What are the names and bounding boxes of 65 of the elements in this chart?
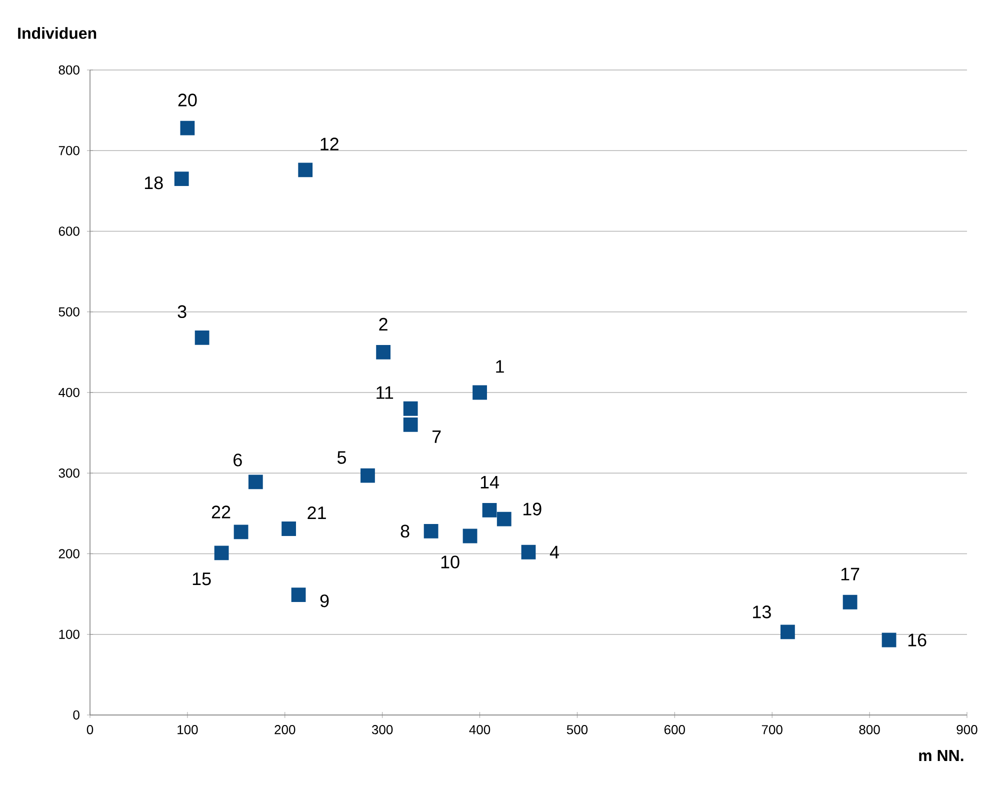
x-axis-title: m NN. — [919, 750, 964, 762]
point — [360, 468, 375, 483]
point — [194, 330, 210, 345]
annotation: 5 — [337, 451, 346, 464]
point — [882, 632, 896, 648]
x-tick-label: 300 — [372, 725, 393, 734]
annotation: 10 — [441, 556, 460, 568]
y-tick-label: 700 — [58, 146, 80, 156]
y-tick-label: 400 — [58, 388, 80, 398]
y-tick-label: 600 — [58, 226, 80, 236]
annotation: 19 — [524, 502, 542, 516]
x-tick-label: 800 — [859, 725, 880, 734]
point — [521, 544, 536, 560]
y-tick-label: 500 — [58, 307, 80, 316]
x-tick-label: 900 — [956, 725, 978, 734]
y-tick-label: 800 — [58, 65, 80, 75]
annotation: 11 — [376, 386, 394, 399]
point — [462, 528, 478, 544]
x-tick-label: 600 — [664, 725, 685, 734]
annotation: 3 — [178, 305, 186, 318]
annotation: 17 — [841, 568, 860, 580]
annotation: 18 — [144, 176, 163, 190]
annotation: 20 — [178, 94, 197, 106]
y-axis-title: Individuen — [18, 27, 96, 39]
annotation: 4 — [550, 546, 559, 558]
annotation: 7 — [432, 430, 441, 443]
x-tick-label: 100 — [178, 725, 198, 734]
annotation: 22 — [212, 506, 230, 518]
point — [291, 588, 306, 602]
point — [180, 120, 195, 136]
annotation: 12 — [320, 138, 338, 150]
point — [403, 418, 418, 432]
point — [214, 546, 229, 560]
point — [248, 474, 263, 490]
point — [298, 162, 313, 178]
point — [496, 512, 512, 526]
x-tick-label: 700 — [762, 725, 782, 734]
annotation: 2 — [379, 318, 388, 330]
x-tick-label: 0 — [86, 725, 94, 734]
y-tick-label: 100 — [59, 630, 80, 639]
y-tick-label: 200 — [58, 549, 80, 558]
x-tick-label: 500 — [566, 725, 588, 734]
y-tick-label: 0 — [73, 710, 80, 720]
point — [174, 172, 189, 186]
point — [780, 624, 795, 640]
annotation: 1 — [496, 360, 504, 373]
point — [482, 502, 497, 518]
annotation: 9 — [320, 594, 329, 608]
annotation: 8 — [400, 524, 410, 538]
annotation: 13 — [753, 606, 771, 618]
y-tick-label: 300 — [58, 468, 80, 478]
annotation: 15 — [192, 572, 211, 586]
point — [234, 524, 248, 540]
annotation: 16 — [908, 634, 926, 646]
point — [472, 385, 487, 400]
annotation: 6 — [234, 454, 242, 466]
point — [376, 344, 391, 360]
point — [424, 524, 438, 538]
annotation: 21 — [308, 506, 326, 520]
x-tick-label: 200 — [274, 725, 296, 734]
point — [842, 594, 858, 610]
annotation: 14 — [480, 476, 499, 488]
x-tick-label: 400 — [469, 725, 490, 734]
point — [282, 522, 296, 536]
point — [403, 401, 418, 416]
